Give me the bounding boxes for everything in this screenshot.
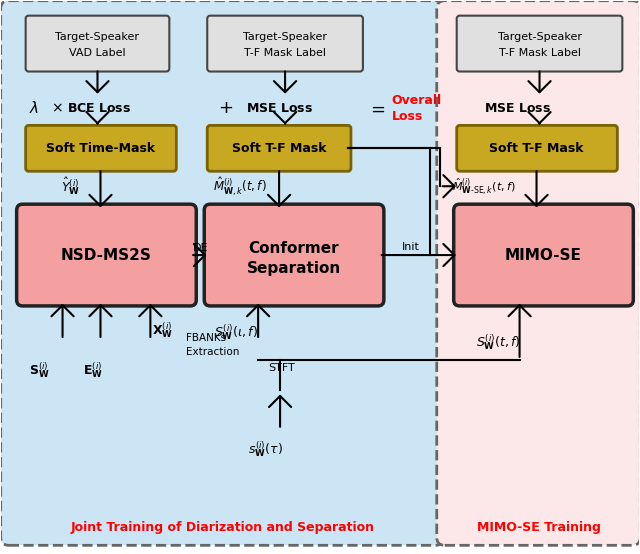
Text: Target-Speaker: Target-Speaker — [497, 32, 582, 42]
FancyBboxPatch shape — [26, 16, 170, 71]
Text: Extraction: Extraction — [186, 347, 239, 357]
FancyBboxPatch shape — [26, 125, 176, 171]
Text: $\hat{M}_{\mathbf{W}\text{-SE},k}^{(i)}(t,f)$: $\hat{M}_{\mathbf{W}\text{-SE},k}^{(i)}(… — [452, 176, 515, 197]
FancyBboxPatch shape — [436, 1, 640, 545]
Text: Soft Time-Mask: Soft Time-Mask — [46, 142, 155, 155]
Text: $S_{\mathbf{W}}^{(i)}(t,f)$: $S_{\mathbf{W}}^{(i)}(t,f)$ — [476, 332, 520, 352]
Text: Conformer: Conformer — [249, 240, 339, 255]
FancyBboxPatch shape — [207, 125, 351, 171]
Text: NSD-MS2S: NSD-MS2S — [61, 248, 152, 263]
Text: Target-Speaker: Target-Speaker — [243, 32, 327, 42]
Text: $=$: $=$ — [367, 99, 385, 117]
Text: Soft T-F Mask: Soft T-F Mask — [489, 142, 584, 155]
Text: $S_{\mathbf{W}}^{(i)}(\iota,f)$: $S_{\mathbf{W}}^{(i)}(\iota,f)$ — [214, 322, 259, 342]
FancyBboxPatch shape — [457, 125, 618, 171]
Text: $\mathbf{MSE\ Loss}$: $\mathbf{MSE\ Loss}$ — [484, 102, 550, 115]
Text: Overall: Overall — [392, 94, 442, 107]
Text: MIMO-SE Training: MIMO-SE Training — [477, 521, 600, 534]
Text: Loss: Loss — [392, 110, 423, 123]
Text: $s_{\mathbf{W}}^{(i)}(\tau)$: $s_{\mathbf{W}}^{(i)}(\tau)$ — [248, 440, 283, 459]
Text: $\hat{Y}_{\mathbf{W}}^{(i)}$: $\hat{Y}_{\mathbf{W}}^{(i)}$ — [61, 176, 80, 197]
Text: $\hat{M}_{\mathbf{W},k}^{(i)}(t,f)$: $\hat{M}_{\mathbf{W},k}^{(i)}(t,f)$ — [213, 175, 267, 198]
Text: STFT: STFT — [268, 363, 295, 373]
Text: Separation: Separation — [247, 260, 341, 275]
FancyBboxPatch shape — [207, 16, 363, 71]
Text: VAD Label: VAD Label — [69, 48, 126, 58]
Text: T-F Mask Label: T-F Mask Label — [244, 48, 326, 58]
Text: $\mathbf{E}_{\mathbf{W}}^{(i)}$: $\mathbf{E}_{\mathbf{W}}^{(i)}$ — [83, 360, 102, 379]
FancyBboxPatch shape — [1, 1, 444, 545]
FancyBboxPatch shape — [204, 204, 384, 306]
Text: $+$: $+$ — [218, 99, 233, 117]
Text: MIMO-SE: MIMO-SE — [505, 248, 582, 263]
Text: Joint Training of Diarization and Separation: Joint Training of Diarization and Separa… — [70, 521, 374, 534]
Text: DE: DE — [193, 243, 209, 253]
Text: Init: Init — [402, 242, 420, 252]
FancyBboxPatch shape — [454, 204, 634, 306]
Text: $\lambda$: $\lambda$ — [29, 100, 39, 116]
Text: $\mathbf{X}_{\mathbf{W}}^{(i)}$: $\mathbf{X}_{\mathbf{W}}^{(i)}$ — [152, 320, 173, 340]
Text: T-F Mask Label: T-F Mask Label — [499, 48, 580, 58]
Text: $\mathbf{MSE\ Loss}$: $\mathbf{MSE\ Loss}$ — [246, 102, 313, 115]
Text: Target-Speaker: Target-Speaker — [56, 32, 140, 42]
Text: $\times$: $\times$ — [51, 101, 62, 115]
Text: $\mathbf{S}_{\mathbf{W}}^{(i)}$: $\mathbf{S}_{\mathbf{W}}^{(i)}$ — [29, 360, 49, 379]
Text: Soft T-F Mask: Soft T-F Mask — [232, 142, 326, 155]
Text: $\mathbf{BCE\ Loss}$: $\mathbf{BCE\ Loss}$ — [67, 102, 131, 115]
FancyBboxPatch shape — [457, 16, 622, 71]
Text: FBANKs: FBANKs — [186, 333, 227, 343]
FancyBboxPatch shape — [17, 204, 196, 306]
